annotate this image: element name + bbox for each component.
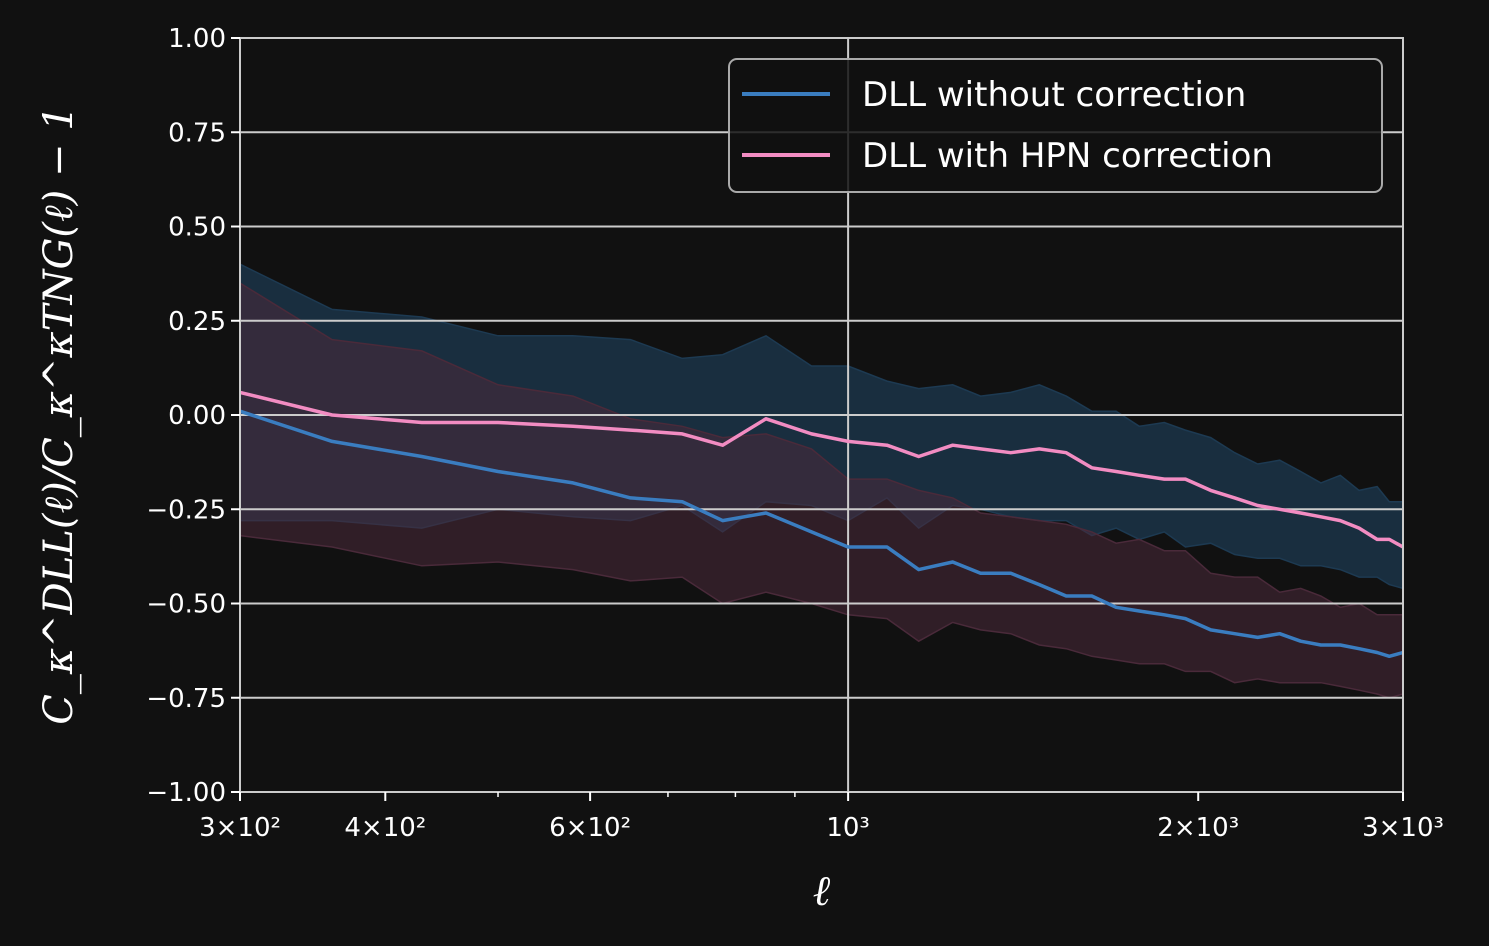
y-tick-label: 0.25: [168, 307, 226, 337]
series-2-line: [239, 390, 1404, 549]
x-tick-label: 4×10²: [344, 813, 426, 843]
plot-area: 1.00 0.75 0.50 0.25 0.00 −0.25 −0.50 −0.75 −1.00…: [36, 24, 1444, 915]
y-tick-label: −0.75: [146, 684, 226, 714]
x-tick-label: 3×10²: [199, 813, 281, 843]
x-tick-label: 2×10³: [1157, 813, 1239, 843]
x-axis-label: ℓ: [813, 866, 831, 915]
y-tick-label: 0.00: [168, 401, 226, 431]
x-tick-label: 3×10³: [1362, 813, 1444, 843]
legend-box: [728, 58, 1383, 193]
y-tick-label: −1.00: [146, 778, 226, 808]
y-tick-label: 0.50: [168, 213, 226, 243]
legend: DLL without correction DLL with HPN corre…: [728, 58, 1383, 193]
y-tick-label: 0.75: [168, 118, 226, 148]
x-tick-label: 10³: [826, 813, 870, 843]
y-tick-label: −0.50: [146, 590, 226, 620]
y-axis-label: C_κ^DLL(ℓ)/C_κ^κTNG(ℓ) − 1: [36, 105, 82, 724]
x-tick-label: 6×10²: [549, 813, 631, 843]
series-1-line: [239, 409, 1404, 659]
legend-label-2: DLL with HPN correction: [862, 136, 1273, 176]
legend-label-1: DLL without correction: [862, 75, 1246, 115]
y-tick-label: 1.00: [168, 24, 226, 54]
y-tick-label: −0.25: [146, 495, 226, 525]
